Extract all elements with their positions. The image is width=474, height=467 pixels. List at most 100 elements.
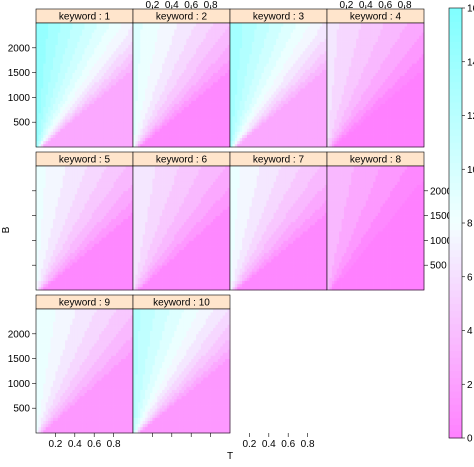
heat-cell — [152, 51, 155, 54]
heat-cell — [43, 76, 46, 79]
heat-cell — [55, 110, 58, 113]
heat-cell — [215, 125, 218, 128]
heat-cell — [82, 70, 85, 73]
heat-cell — [218, 104, 221, 107]
heat-cell — [65, 88, 68, 91]
heat-cell — [249, 82, 252, 85]
heat-cell — [303, 73, 306, 76]
heat-cell — [63, 122, 66, 125]
heat-cell — [191, 135, 194, 138]
heat-cell — [58, 35, 61, 38]
heat-cell — [58, 73, 61, 76]
heat-cell — [298, 141, 301, 144]
heat-cell — [179, 66, 182, 69]
heat-cell — [186, 113, 189, 116]
heat-cell — [145, 35, 148, 38]
heat-cell — [322, 35, 325, 38]
heat-cell — [317, 32, 320, 35]
heat-cell — [169, 29, 172, 32]
heat-cell — [60, 51, 63, 54]
heat-cell — [143, 76, 146, 79]
heat-cell — [237, 79, 240, 82]
heat-cell — [51, 91, 54, 94]
heat-cell — [106, 45, 109, 48]
heat-cell — [295, 128, 298, 131]
heat-cell — [276, 57, 279, 60]
heat-cell — [211, 82, 214, 85]
heat-cell — [109, 101, 112, 104]
heat-cell — [322, 23, 325, 26]
heat-cell — [315, 32, 318, 35]
heat-cell — [182, 51, 185, 54]
heat-cell — [126, 66, 129, 69]
heat-cell — [143, 63, 146, 66]
heat-cell — [135, 60, 138, 63]
heat-cell — [317, 54, 320, 57]
heat-cell — [99, 70, 102, 73]
heat-cell — [148, 125, 151, 128]
heat-cell — [249, 132, 252, 135]
heat-cell — [305, 101, 308, 104]
heat-cell — [288, 63, 291, 66]
heat-cell — [271, 88, 274, 91]
heat-cell — [87, 141, 90, 144]
heat-cell — [329, 141, 332, 144]
heat-cell — [279, 116, 282, 119]
heat-cell — [320, 63, 323, 66]
heat-cell — [179, 132, 182, 135]
heat-cell — [68, 141, 71, 144]
heat-cell — [101, 88, 104, 91]
heat-cell — [99, 97, 102, 100]
heat-cell — [75, 113, 78, 116]
heat-cell — [271, 29, 274, 32]
heat-cell — [58, 91, 61, 94]
heat-cell — [286, 29, 289, 32]
heat-cell — [182, 119, 185, 122]
heat-cell — [157, 116, 160, 119]
heat-cell — [85, 116, 88, 119]
heat-cell — [298, 119, 301, 122]
heat-cell — [82, 26, 85, 29]
heat-cell — [167, 45, 170, 48]
heat-cell — [41, 48, 44, 51]
heat-cell — [177, 26, 180, 29]
heat-cell — [152, 135, 155, 138]
heat-cell — [211, 23, 214, 26]
heat-cell — [223, 91, 226, 94]
heat-cell — [320, 132, 323, 135]
heat-cell — [279, 48, 282, 51]
heat-cell — [89, 141, 92, 144]
heat-cell — [279, 88, 282, 91]
heat-cell — [155, 91, 158, 94]
heat-cell — [48, 26, 51, 29]
heat-cell — [305, 122, 308, 125]
heat-cell — [298, 101, 301, 104]
heat-cell — [60, 60, 63, 63]
heat-cell — [116, 76, 119, 79]
heat-cell — [43, 91, 46, 94]
heat-cell — [257, 132, 260, 135]
heat-cell — [177, 85, 180, 88]
heat-cell — [65, 79, 68, 82]
heat-cell — [220, 76, 223, 79]
heat-cell — [80, 132, 83, 135]
heat-cell — [165, 94, 168, 97]
heat-cell — [111, 35, 114, 38]
heat-cell — [68, 29, 71, 32]
heat-cell — [121, 85, 124, 88]
heat-cell — [271, 128, 274, 131]
heat-cell — [92, 135, 95, 138]
heat-cell — [230, 32, 233, 35]
heat-cell — [162, 63, 165, 66]
heat-cell — [106, 104, 109, 107]
heat-cell — [186, 138, 189, 141]
heat-cell — [162, 97, 165, 100]
heat-cell — [148, 32, 151, 35]
heat-cell — [245, 70, 248, 73]
heat-cell — [87, 35, 90, 38]
heat-cell — [198, 51, 201, 54]
heat-cell — [295, 35, 298, 38]
heat-cell — [201, 101, 204, 104]
heat-cell — [118, 135, 121, 138]
heat-cell — [85, 57, 88, 60]
